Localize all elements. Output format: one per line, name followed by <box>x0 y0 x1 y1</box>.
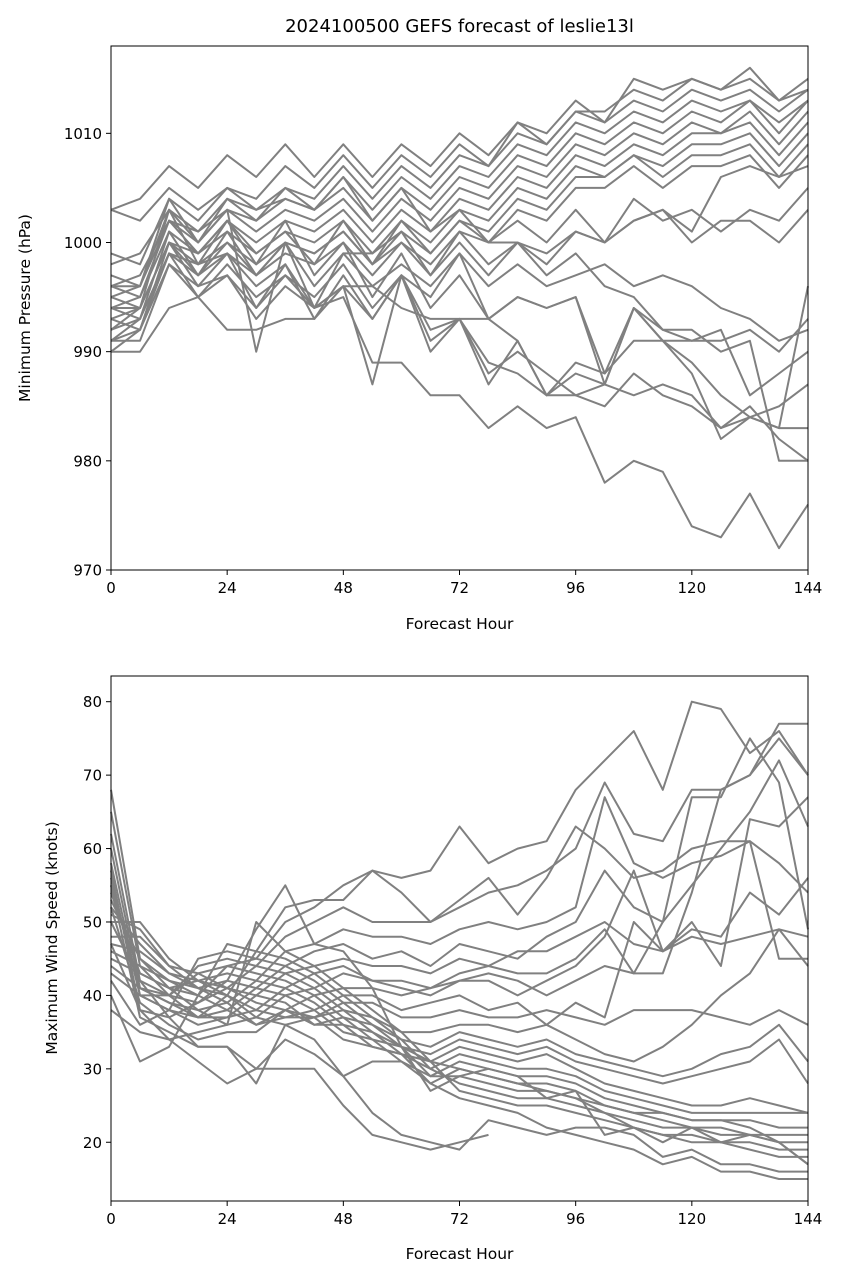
pressure-x-axis-label: Forecast Hour <box>406 615 514 633</box>
wind-series-line-2 <box>110 811 808 1019</box>
wind-x-tick-label: 72 <box>450 1210 469 1228</box>
wind-series-line-21 <box>110 921 808 1158</box>
pressure-y-tick-label: 980 <box>73 452 102 470</box>
pressure-y-ticks: 970 980 990 1000 1010 <box>64 125 111 580</box>
wind-series-line-22 <box>110 943 489 1151</box>
pressure-x-tick-label: 144 <box>794 579 823 597</box>
wind-x-tick-label: 96 <box>566 1210 585 1228</box>
pressure-lines <box>110 66 809 550</box>
pressure-y-tick-label: 1000 <box>64 234 102 252</box>
pressure-y-tick-label: 1010 <box>64 125 102 143</box>
wind-x-ticks: 0 24 48 72 96 120 144 <box>106 1201 822 1228</box>
pressure-series-line-20 <box>110 263 809 550</box>
wind-y-tick-label: 80 <box>83 693 102 711</box>
pressure-y-tick-label: 970 <box>73 562 102 580</box>
wind-panel: 0 24 48 72 96 120 144 20 30 40 50 60 70 80 Forecast … <box>43 675 822 1263</box>
wind-series-line-9 <box>110 737 809 1026</box>
wind-y-tick-label: 40 <box>83 987 102 1005</box>
wind-y-tick-label: 30 <box>83 1060 102 1078</box>
wind-series-line-20 <box>110 943 808 1151</box>
pressure-series-line-12 <box>110 176 809 288</box>
pressure-y-tick-label: 990 <box>73 343 102 361</box>
wind-x-tick-label: 48 <box>334 1210 353 1228</box>
wind-x-tick-label: 120 <box>678 1210 707 1228</box>
wind-y-tick-label: 70 <box>83 767 102 785</box>
pressure-x-tick-label: 48 <box>334 579 353 597</box>
pressure-series-line-21 <box>111 208 808 462</box>
pressure-series-line-22 <box>111 241 809 386</box>
pressure-panel: 0 24 48 72 96 120 144 970 980 990 1000 1010 Foreca… <box>16 45 822 633</box>
wind-series-line-26 <box>110 884 809 1166</box>
chart-title: 2024100500 GEFS forecast of leslie13l <box>285 16 634 37</box>
pressure-series-line-6 <box>110 110 809 299</box>
wind-y-tick-label: 60 <box>83 840 102 858</box>
pressure-series-line-3 <box>110 88 809 266</box>
pressure-x-tick-label: 120 <box>678 579 707 597</box>
wind-y-ticks: 20 30 40 50 60 70 80 <box>83 693 111 1152</box>
wind-y-tick-label: 50 <box>83 913 102 931</box>
wind-x-tick-label: 144 <box>794 1210 823 1228</box>
pressure-x-tick-label: 96 <box>566 579 585 597</box>
wind-series-line-16 <box>110 957 808 1114</box>
wind-x-axis-label: Forecast Hour <box>406 1245 514 1263</box>
wind-x-tick-label: 0 <box>106 1210 116 1228</box>
wind-series-line-25 <box>110 907 809 1166</box>
wind-series-line-24 <box>110 885 808 1173</box>
wind-series-line-12 <box>111 921 809 1063</box>
wind-series-line-10 <box>110 877 809 1026</box>
wind-series-line-7 <box>110 722 808 1019</box>
wind-series-line-14 <box>110 943 809 1085</box>
wind-lines <box>110 700 809 1180</box>
pressure-x-tick-label: 24 <box>218 579 237 597</box>
pressure-axes-frame <box>110 45 809 571</box>
pressure-y-axis-label: Minimum Pressure (hPa) <box>16 214 34 402</box>
pressure-series-line-13 <box>110 208 809 309</box>
wind-x-tick-label: 24 <box>218 1210 237 1228</box>
pressure-series-line-8 <box>110 132 809 320</box>
pressure-x-ticks: 0 24 48 72 96 120 144 <box>106 570 822 597</box>
pressure-x-tick-label: 0 <box>106 579 116 597</box>
pressure-series-line-15 <box>110 219 809 419</box>
pressure-series-line-14 <box>110 230 809 342</box>
pressure-x-tick-label: 72 <box>450 579 469 597</box>
wind-y-tick-label: 20 <box>83 1134 102 1152</box>
wind-y-axis-label: Maximum Wind Speed (knots) <box>43 821 61 1054</box>
pressure-series-line-11 <box>110 165 809 353</box>
